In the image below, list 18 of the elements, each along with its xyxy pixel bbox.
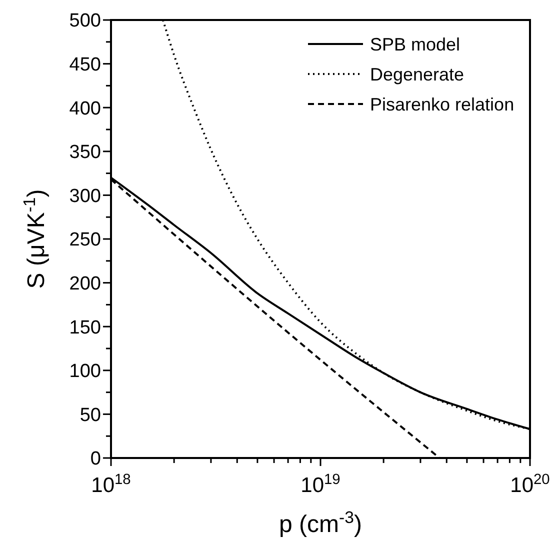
y-tick-label: 400 bbox=[69, 98, 101, 120]
y-tick-label: 50 bbox=[80, 404, 101, 426]
y-tick-label: 300 bbox=[69, 186, 101, 207]
y-tick-label: 450 bbox=[69, 54, 101, 76]
legend-label: Pisarenko relation bbox=[370, 94, 514, 114]
y-tick-label: 0 bbox=[90, 448, 101, 470]
y-tick-label: 500 bbox=[69, 10, 101, 32]
legend-label: SPB model bbox=[370, 34, 460, 54]
y-tick-label: 200 bbox=[69, 273, 101, 294]
legend-label: Degenerate bbox=[370, 64, 464, 84]
x-tick-label: 10$^{20}$ bbox=[510, 472, 550, 497]
x-tick-label: 10$^{18}$ bbox=[91, 472, 131, 497]
y-tick-label: 150 bbox=[69, 317, 101, 338]
y-tick-label: 350 bbox=[69, 142, 101, 164]
x-tick-label: 10$^{19}$ bbox=[300, 472, 340, 497]
y-tick-label: 250 bbox=[69, 230, 101, 251]
x-axis-title: p (cm$^{-3}$) bbox=[279, 508, 362, 538]
y-tick-label: 100 bbox=[69, 361, 101, 382]
